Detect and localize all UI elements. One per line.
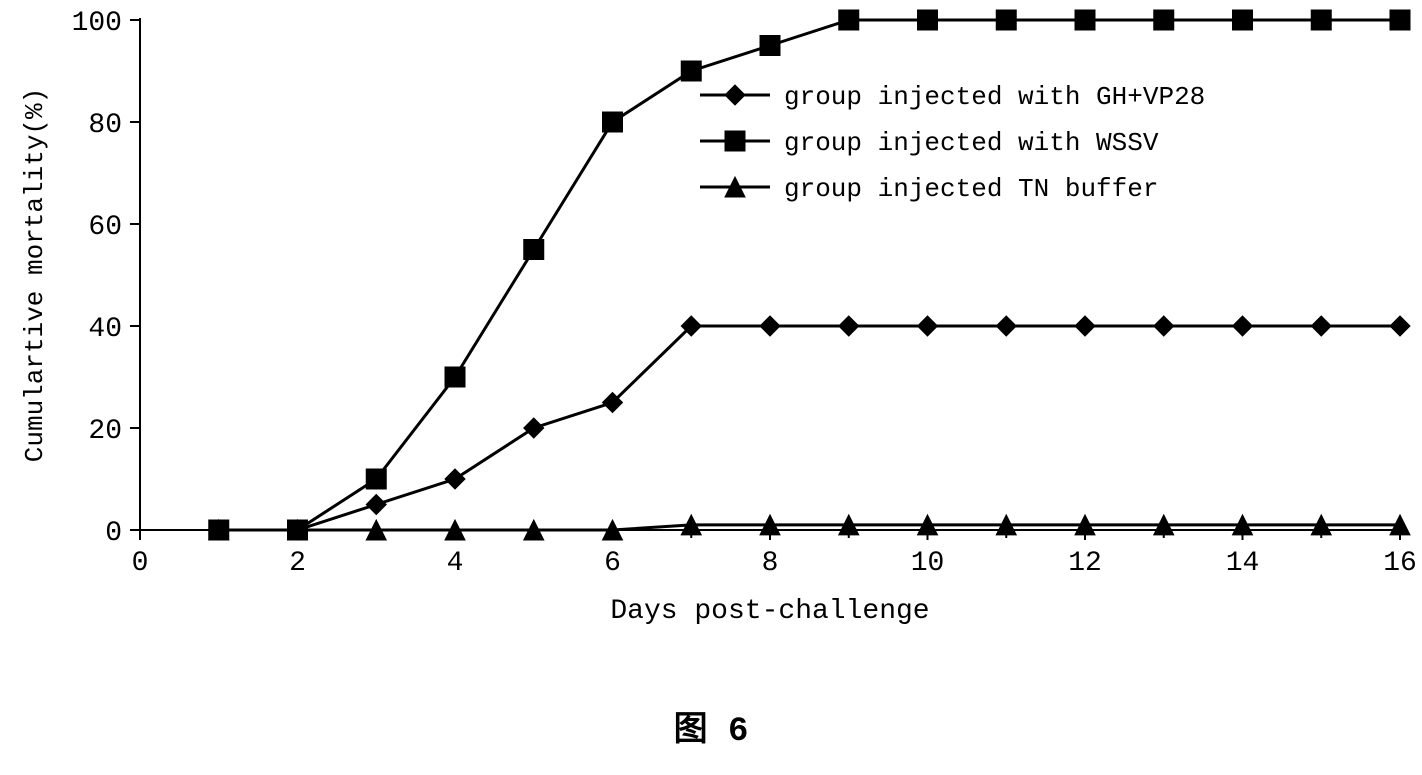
y-tick-label: 80 [88, 110, 122, 141]
x-tick-label: 12 [1068, 548, 1102, 579]
marker-square [725, 131, 745, 151]
marker-square [760, 36, 780, 56]
marker-square [603, 112, 623, 132]
marker-square [918, 10, 938, 30]
marker-square [681, 61, 701, 81]
mortality-chart: 0 20 40 60 80 100 0 2 4 6 8 10 12 14 16 Days post-chall… [0, 0, 1422, 775]
x-tick-label: 2 [289, 548, 306, 579]
x-tick-label: 0 [132, 548, 149, 579]
legend-label: group injected with GH+VP28 [784, 82, 1205, 112]
x-tick-label: 16 [1383, 548, 1417, 579]
x-tick-label: 4 [447, 548, 464, 579]
figure-caption: 图 6 [674, 712, 749, 751]
x-tick-label: 10 [911, 548, 945, 579]
marker-square [524, 240, 544, 260]
marker-square [1311, 10, 1331, 30]
x-axis-label: Days post-challenge [610, 596, 929, 627]
marker-square [445, 367, 465, 387]
y-axis-label: Cumulartive mortality(%) [20, 88, 50, 462]
y-tick-label: 40 [88, 314, 122, 345]
x-tick-label: 14 [1226, 548, 1260, 579]
chart-bg [0, 0, 1422, 775]
marker-square [1154, 10, 1174, 30]
y-tick-label: 60 [88, 212, 122, 243]
marker-square [839, 10, 859, 30]
chart-container: 0 20 40 60 80 100 0 2 4 6 8 10 12 14 16 Days post-chall… [0, 0, 1422, 775]
y-tick-label: 20 [88, 416, 122, 447]
marker-square [1233, 10, 1253, 30]
marker-square [1390, 10, 1410, 30]
y-tick-label: 0 [105, 518, 122, 549]
y-tick-label: 100 [72, 8, 122, 39]
legend-label: group injected with WSSV [784, 128, 1159, 158]
x-tick-label: 8 [762, 548, 779, 579]
marker-square [366, 469, 386, 489]
marker-square [996, 10, 1016, 30]
legend-label: group injected TN buffer [784, 174, 1158, 204]
marker-square [1075, 10, 1095, 30]
x-tick-label: 6 [604, 548, 621, 579]
